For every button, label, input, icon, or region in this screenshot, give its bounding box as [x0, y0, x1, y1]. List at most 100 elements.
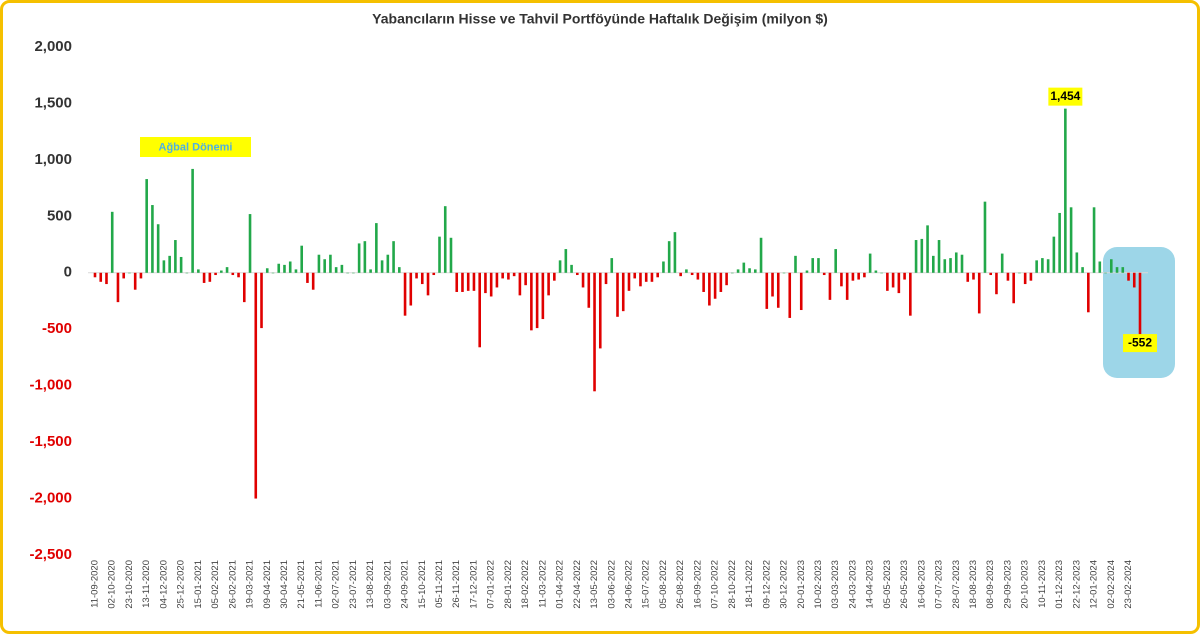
bar: [667, 241, 671, 273]
bar: [443, 206, 447, 273]
bar: [1115, 267, 1119, 273]
bar: [191, 168, 194, 273]
bar: [254, 272, 258, 499]
bar: [242, 272, 246, 303]
bar: [868, 253, 872, 273]
bar: [363, 241, 367, 273]
x-tick-label: 02-10-2020: [107, 560, 118, 609]
bar: [960, 254, 964, 273]
bar: [897, 272, 901, 294]
bar: [93, 272, 97, 278]
annotation-box: [140, 137, 251, 157]
bar: [937, 240, 941, 273]
y-tick-label: 500: [47, 207, 72, 224]
bar: [1109, 259, 1113, 273]
bar: [662, 261, 665, 273]
x-tick-label: 11-03-2022: [537, 560, 548, 608]
x-tick-label: 11-09-2020: [90, 560, 101, 608]
data-label: -552: [1128, 335, 1152, 349]
x-tick-label: 18-02-2022: [520, 560, 531, 609]
bar: [202, 272, 206, 283]
bar: [690, 272, 694, 276]
x-tick-label: 09-04-2021: [262, 560, 273, 609]
bar: [375, 223, 378, 273]
bar: [231, 272, 235, 276]
bar: [323, 259, 326, 273]
bar: [851, 272, 855, 281]
bar: [248, 214, 252, 273]
x-tick-label: 24-03-2023: [847, 560, 858, 609]
bar: [110, 211, 114, 273]
x-tick-label: 17-12-2021: [468, 560, 479, 609]
bar: [943, 259, 947, 273]
bar: [283, 264, 286, 273]
bar: [1069, 207, 1073, 273]
x-tick-label: 07-07-2023: [934, 560, 945, 609]
bar: [639, 272, 642, 287]
x-tick-label: 15-10-2021: [417, 560, 428, 609]
bar: [891, 272, 895, 288]
bar: [139, 272, 143, 279]
x-tick-label: 05-08-2022: [658, 560, 669, 609]
bar: [461, 272, 464, 292]
x-tick-label: 26-11-2021: [451, 560, 462, 608]
bar: [845, 272, 849, 300]
bar: [386, 254, 390, 273]
bar: [1041, 258, 1044, 273]
bar: [828, 272, 832, 300]
bar: [1064, 108, 1067, 273]
bar: [983, 201, 987, 273]
x-tick-label: 07-01-2022: [486, 560, 497, 609]
bar: [685, 269, 688, 273]
x-tick-label: 24-06-2022: [623, 560, 634, 609]
x-tick-label: 22-04-2022: [572, 560, 583, 609]
bar: [403, 272, 407, 316]
x-tick-label: 22-12-2023: [1071, 560, 1082, 609]
bar: [673, 232, 677, 273]
bar: [811, 258, 815, 273]
bar: [432, 272, 436, 276]
bar: [168, 255, 171, 273]
x-tick-label: 30-12-2022: [779, 560, 790, 609]
x-tick-label: 26-02-2021: [227, 560, 238, 609]
bar: [834, 249, 837, 273]
data-label-box: [1123, 334, 1157, 353]
y-tick-label: -500: [42, 320, 72, 337]
annotation: Ağbal Dönemi: [159, 141, 233, 153]
y-tick-label: 1,000: [34, 151, 72, 168]
y-tick-label: -1,000: [29, 377, 72, 394]
bar: [817, 258, 820, 273]
x-tick-label: 26-05-2023: [899, 560, 910, 609]
x-tick-label: 15-07-2022: [641, 560, 652, 609]
bar: [1006, 272, 1010, 281]
bar: [214, 272, 217, 276]
y-tick-label: -2,000: [29, 490, 72, 507]
x-tick-label: 20-10-2023: [1020, 560, 1031, 609]
bar: [949, 258, 952, 273]
bar: [116, 272, 120, 303]
bar: [995, 272, 998, 295]
bar: [1104, 272, 1107, 274]
bar: [731, 272, 734, 274]
x-tick-label: 21-05-2021: [296, 560, 307, 609]
bar: [799, 272, 803, 311]
bar: [179, 256, 183, 273]
bar: [197, 269, 200, 273]
bar: [719, 272, 723, 292]
bar: [380, 260, 384, 273]
bar: [311, 272, 315, 290]
bar: [886, 272, 889, 291]
x-tick-label: 03-03-2023: [830, 560, 841, 609]
bar: [805, 270, 809, 273]
bar: [1012, 272, 1015, 304]
bar: [306, 272, 309, 283]
bar: [880, 272, 883, 274]
bar: [1138, 272, 1142, 336]
bar: [725, 272, 728, 286]
bar: [558, 260, 562, 273]
bar: [576, 272, 579, 276]
bar: [1023, 272, 1027, 285]
bar: [822, 272, 826, 276]
x-tick-label: 01-04-2022: [555, 560, 566, 609]
